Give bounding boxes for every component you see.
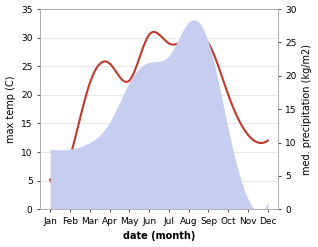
Y-axis label: max temp (C): max temp (C): [5, 75, 16, 143]
X-axis label: date (month): date (month): [123, 231, 195, 242]
Y-axis label: med. precipitation (kg/m2): med. precipitation (kg/m2): [302, 44, 313, 175]
